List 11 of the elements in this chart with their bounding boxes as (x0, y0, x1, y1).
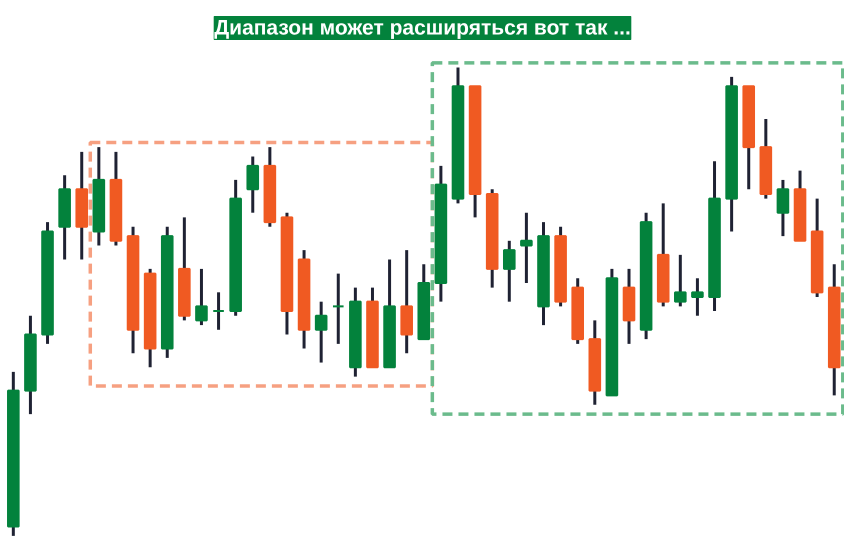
candlestick (246, 156, 260, 213)
candlestick (332, 274, 345, 344)
candlestick (502, 240, 516, 302)
candlestick (314, 302, 328, 363)
candlestick (674, 254, 687, 306)
candlestick (195, 268, 208, 326)
candlestick (691, 278, 704, 316)
candlestick (212, 292, 225, 330)
candlestick (520, 212, 533, 283)
chart-title: Диапазон может расширяться вот так ... (214, 16, 631, 40)
candlestick (776, 180, 790, 236)
